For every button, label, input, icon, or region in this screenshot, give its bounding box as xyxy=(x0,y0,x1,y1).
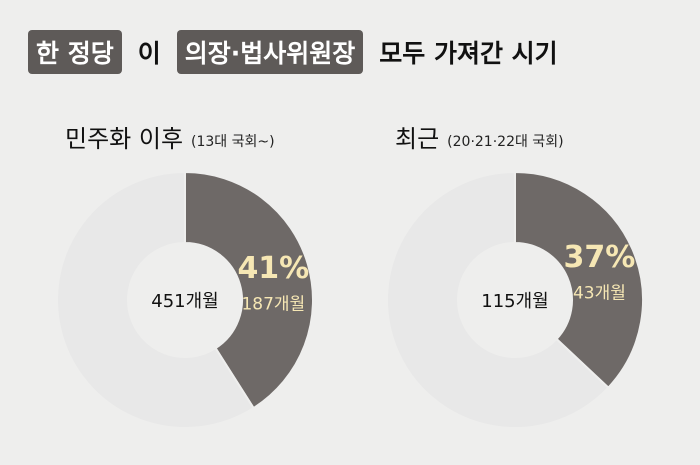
title-part: 한 정당 xyxy=(28,30,122,74)
donut-slice xyxy=(386,170,610,429)
donut-slice xyxy=(56,170,255,429)
chart-title: 최근 xyxy=(395,125,439,153)
center-label: 451개월 xyxy=(151,291,218,312)
chart-subtitle: (13대 국회~) xyxy=(191,134,275,150)
title-part: 모두 가져간 시기 xyxy=(379,39,558,68)
title: 한 정당 이 의장·법사위원장 모두 가져간 시기 xyxy=(28,30,566,74)
chart-subtitle: (20·21·22대 국회) xyxy=(447,134,563,150)
title-part: 이 xyxy=(137,39,161,68)
title-part: 의장·법사위원장 xyxy=(176,30,364,74)
percent-label: 41% xyxy=(237,251,309,286)
center-label: 115개월 xyxy=(481,291,548,312)
month-label: 187개월 xyxy=(241,294,305,314)
month-label: 43개월 xyxy=(573,283,626,303)
chart-title: 민주화 이후 xyxy=(65,125,183,153)
donut-slice xyxy=(514,170,644,390)
percent-label: 37% xyxy=(564,240,636,275)
